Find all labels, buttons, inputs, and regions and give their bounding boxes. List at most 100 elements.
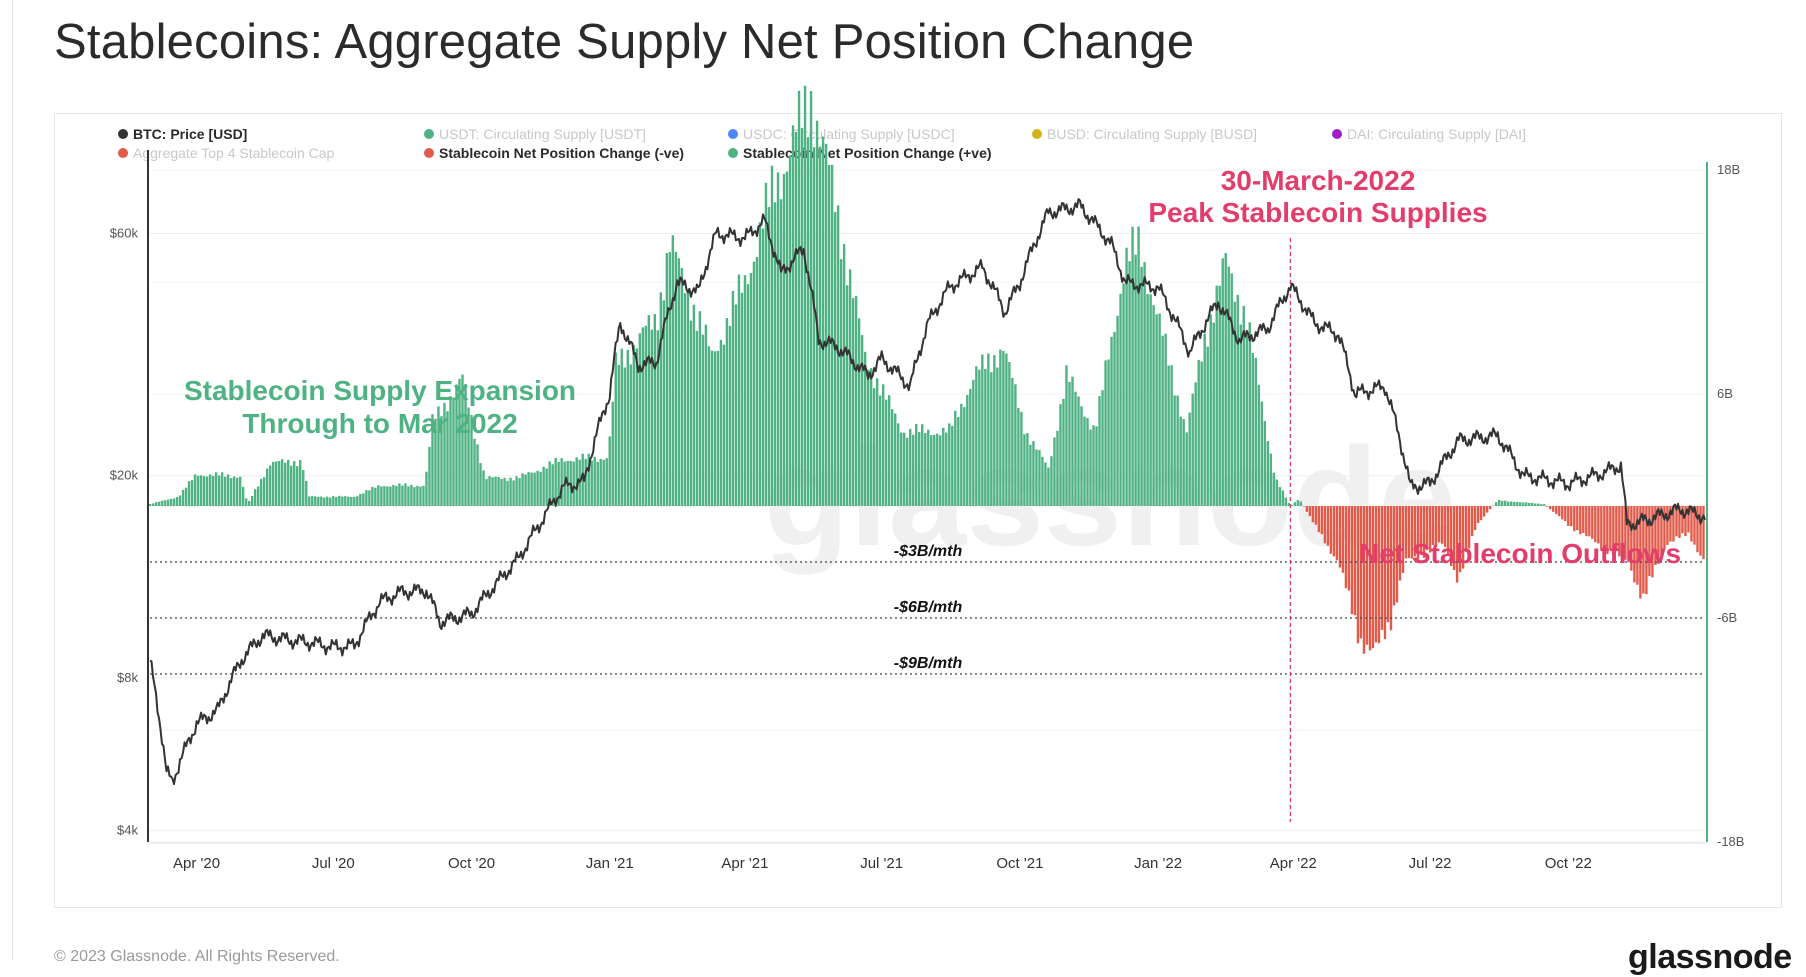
net-change-bar-positive [948,423,951,506]
net-change-bar-positive [271,461,275,506]
net-change-bar-positive [812,147,816,506]
net-change-bar-positive [449,396,452,506]
net-change-bar-positive [181,489,185,506]
net-change-bar-positive [921,424,924,506]
legend-item-dai[interactable]: DAI: Circulating Supply [DAI] [1332,126,1526,142]
net-change-bar-positive [506,480,509,506]
net-change-bar-positive [1047,467,1050,506]
net-change-bar-positive [1260,401,1263,506]
left-tick-label: $4k [117,823,138,838]
page-edge [12,0,13,960]
btc-price-series [149,198,1706,786]
net-change-bar-positive [244,498,248,506]
net-change-bar-negative [1699,506,1702,556]
legend-item-aggregate-cap[interactable]: Aggregate Top 4 Stablecoin Cap [118,145,334,161]
net-change-bar-positive [1284,497,1288,506]
net-change-bar-positive [945,432,948,506]
net-change-bar-negative [1422,506,1426,558]
net-change-bar-positive [205,476,209,506]
legend-item-net-change-negative[interactable]: Stablecoin Net Position Change (-ve) [424,145,684,161]
net-change-bar-positive [635,348,638,506]
net-change-bar-negative [1446,506,1450,556]
net-change-bar-positive [584,458,587,506]
legend-item-busd[interactable]: BUSD: Circulating Supply [BUSD] [1032,126,1257,142]
net-change-bar-negative [1588,506,1591,537]
net-change-bar-positive [524,474,527,506]
net-change-bar-negative [1570,506,1573,527]
net-change-bar-positive [211,475,215,506]
net-change-bar-positive [1245,331,1248,506]
left-tick-label: $8k [117,670,138,685]
net-change-bar-negative [1645,506,1648,595]
net-change-bar-negative [1425,506,1429,551]
net-change-bar-positive [386,486,389,506]
reference-line-label: -$3B/mth [894,543,963,560]
annotation-peak-line1: 30-March-2022 [1221,165,1416,196]
net-change-bar-positive [1140,266,1143,506]
net-change-bar-negative [1612,506,1615,556]
net-change-bar-negative [1639,506,1642,599]
net-change-bar-positive [716,350,720,506]
net-change-bar-positive [755,256,759,506]
net-change-bar-positive [1254,357,1257,506]
net-change-bar-positive [1515,502,1519,506]
net-change-bar-positive [893,413,897,506]
net-change-bar-positive [377,485,380,506]
net-change-bar-positive [1230,273,1233,506]
net-change-bar-negative [1675,506,1678,537]
net-change-bar-positive [632,345,635,506]
net-change-bar-positive [518,478,521,506]
legend-item-usdt[interactable]: USDT: Circulating Supply [USDT] [424,126,646,142]
net-change-bar-positive [1050,456,1053,506]
net-change-bar-positive [157,501,161,506]
net-change-bar-positive [1299,501,1303,506]
net-change-bar-positive [939,435,942,506]
net-change-bar-positive [1131,226,1134,506]
net-change-bar-negative [1317,506,1321,533]
legend-label: BUSD: Circulating Supply [BUSD] [1047,126,1258,142]
net-change-bar-positive [572,461,575,506]
net-change-bar-positive [1038,450,1041,506]
net-change-bar-positive [268,465,272,506]
net-change-bar-positive [232,476,236,506]
net-change-bar-positive [467,407,470,506]
legend-item-btc-price[interactable]: BTC: Price [USD] [118,126,247,142]
net-change-bar-negative [1344,506,1348,589]
net-change-bar-positive [1161,335,1164,506]
net-change-bar-negative [1389,506,1393,631]
legend-dot [1332,129,1342,139]
net-change-bar-positive [199,475,203,506]
net-change-bar-positive [575,457,578,506]
net-change-bar-positive [392,485,395,506]
net-change-bar-positive [151,503,155,506]
net-change-bar-positive [196,475,200,506]
net-change-bar-negative [1627,506,1630,563]
net-change-bar-positive [1125,247,1128,506]
net-change-bar-positive [860,335,864,506]
net-change-bar-positive [1227,266,1230,506]
net-change-bar-negative [1302,506,1306,507]
net-change-bar-positive [1537,503,1540,506]
net-change-bar-positive [993,355,996,506]
net-change-bar-positive [1534,503,1537,506]
net-change-bar-positive [281,459,284,506]
net-change-bar-positive [656,330,660,506]
net-change-bar-positive [1146,294,1149,506]
net-change-bar-positive [1164,333,1167,506]
reference-line-label: -$6B/mth [894,599,963,616]
net-change-bar-positive [241,486,245,506]
net-change-bar-positive [491,477,494,506]
net-change-bar-negative [1371,506,1375,649]
net-change-bar-negative [1488,506,1492,510]
right-tick-label: -18B [1717,834,1744,849]
net-change-bar-positive [383,486,386,506]
reference-line-label: -$9B/mth [894,655,963,672]
net-change-bar-negative [1567,506,1570,526]
x-tick-label: Jul '20 [312,855,355,872]
x-tick-label: Jan '22 [1134,855,1182,872]
net-change-bar-positive [389,486,392,506]
net-change-bar-positive [154,502,158,506]
net-change-bar-positive [845,285,849,506]
net-change-bar-positive [356,496,359,506]
net-change-bar-positive [290,465,293,506]
